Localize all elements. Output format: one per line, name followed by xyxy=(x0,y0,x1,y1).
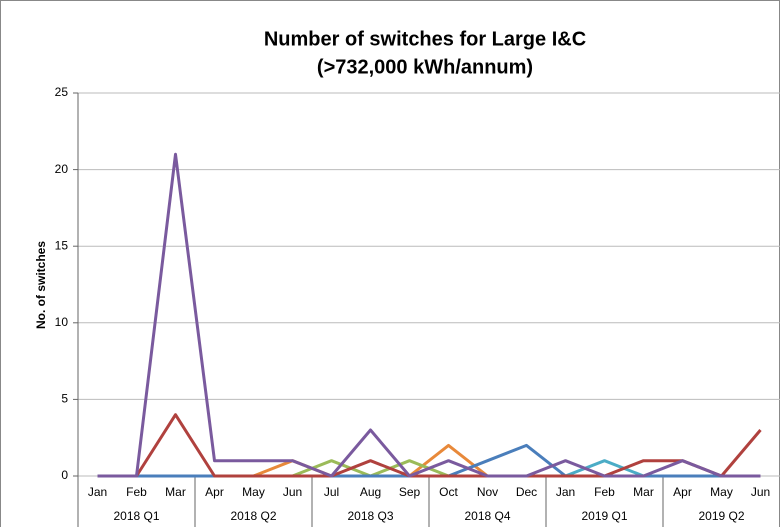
x-tick-label: Jul xyxy=(324,485,339,499)
x-tick-label: Nov xyxy=(477,485,498,499)
y-tick-label: 25 xyxy=(55,85,69,99)
series-line xyxy=(97,152,761,478)
x-tick-label: Jan xyxy=(556,485,575,499)
x-tick-label: Aug xyxy=(360,485,381,499)
y-tick-label: 0 xyxy=(61,468,68,482)
x-tick-label: Dec xyxy=(516,485,537,499)
y-axis-label: No. of switches xyxy=(34,241,48,329)
y-tick-label: 5 xyxy=(61,392,68,406)
group-label: 2019 Q1 xyxy=(581,509,627,523)
x-tick-label: May xyxy=(242,485,265,499)
x-tick-label: Jun xyxy=(751,485,770,499)
group-label: 2018 Q3 xyxy=(347,509,393,523)
x-tick-label: Jan xyxy=(88,485,107,499)
group-label: 2018 Q4 xyxy=(464,509,510,523)
x-tick-label: Apr xyxy=(673,485,692,499)
x-tick-label: Apr xyxy=(205,485,224,499)
y-tick-label: 15 xyxy=(55,238,69,252)
y-tick-label: 10 xyxy=(55,315,69,329)
x-tick-label: May xyxy=(710,485,733,499)
x-tick-label: Mar xyxy=(165,485,186,499)
x-tick-label: Mar xyxy=(633,485,654,499)
x-tick-label: Sep xyxy=(399,485,421,499)
x-tick-label: Oct xyxy=(439,485,458,499)
group-label: 2018 Q1 xyxy=(113,509,159,523)
chart-title: Number of switches for Large I&C xyxy=(264,28,586,50)
group-label: 2018 Q2 xyxy=(230,509,276,523)
series-line xyxy=(97,413,762,478)
y-tick-label: 20 xyxy=(55,162,69,176)
group-label: 2019 Q2 xyxy=(698,509,744,523)
chart-subtitle: (>732,000 kWh/annum) xyxy=(317,56,533,78)
x-tick-label: Jun xyxy=(283,485,302,499)
x-tick-label: Feb xyxy=(126,485,147,499)
x-tick-label: Feb xyxy=(594,485,615,499)
